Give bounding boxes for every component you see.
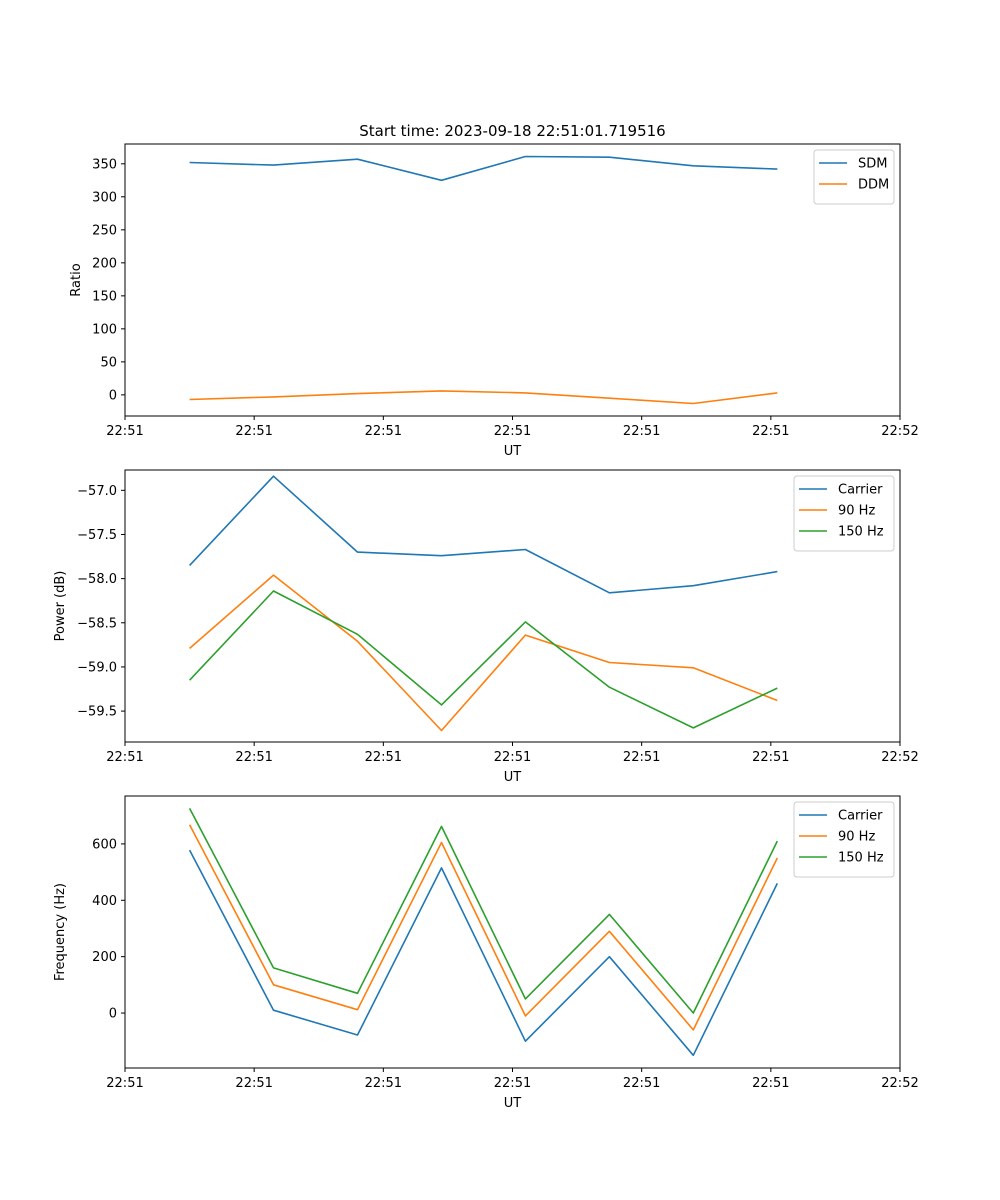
y-tick-label: −59.0 [77, 660, 117, 675]
x-tick-label: 22:51 [365, 1076, 402, 1091]
y-tick-label: 200 [92, 950, 117, 965]
y-tick-label: −58.5 [77, 616, 117, 631]
x-tick-label: 22:51 [365, 424, 402, 439]
y-tick-label: 250 [92, 223, 117, 238]
y-tick-label: −57.5 [77, 528, 117, 543]
panel-1: 22:51 22:51 22:51 22:51 22:51 22:51 22:52 0 50 10… [69, 143, 919, 459]
x-tick-label: 22:51 [365, 750, 402, 765]
x-tick-label: 22:51 [494, 424, 531, 439]
x-tick-label: 22:51 [235, 424, 272, 439]
x-axis-label: UT [504, 770, 522, 785]
x-tick-label: 22:51 [235, 1076, 272, 1091]
x-tick-label: 22:51 [235, 750, 272, 765]
legend: Carrier 90 Hz 150 Hz [793, 475, 895, 552]
y-axis-label: Ratio [69, 263, 84, 296]
x-tick-label: 22:51 [106, 424, 143, 439]
x-tick-label: 22:51 [623, 1076, 660, 1091]
x-axis-label: UT [504, 1096, 522, 1111]
y-tick-label: 200 [92, 256, 117, 271]
series-line-carrier [188, 849, 779, 1057]
y-tick-label: 400 [92, 894, 117, 909]
panel-2: 22:51 22:51 22:51 22:51 22:51 22:51 22:52 −59.5… [53, 469, 919, 785]
legend-entry: DDM [858, 178, 889, 193]
series-line-carrier [189, 475, 778, 594]
x-axis-label: UT [504, 444, 522, 459]
plot-frame [124, 143, 901, 417]
y-tick-label: 100 [92, 322, 117, 337]
panel-3: 22:51 22:51 22:51 22:51 22:51 22:51 22:52 0 200 4… [53, 795, 919, 1111]
x-tick-label: 22:52 [881, 750, 918, 765]
legend: SDM DDM [813, 149, 895, 205]
legend-box [793, 475, 895, 552]
x-tick-label: 22:52 [881, 424, 918, 439]
x-tick-label: 22:51 [106, 1076, 143, 1091]
y-tick-label: 50 [100, 355, 117, 370]
x-tick-label: 22:51 [494, 750, 531, 765]
legend-entry: Carrier [838, 483, 883, 498]
x-tick-label: 22:52 [881, 1076, 918, 1091]
y-tick-label: −59.5 [77, 705, 117, 720]
panels: 22:51 22:51 22:51 22:51 22:51 22:51 22:52 0 50 10… [53, 143, 919, 1111]
y-tick-label: −57.0 [77, 484, 117, 499]
x-tick-label: 22:51 [623, 424, 660, 439]
series-line-90-hz [189, 574, 778, 732]
x-tick-label: 22:51 [623, 750, 660, 765]
x-tick-label: 22:51 [752, 1076, 789, 1091]
legend-entry: Carrier [838, 809, 883, 824]
series-line-150-hz [188, 808, 779, 1014]
x-tick-label: 22:51 [752, 424, 789, 439]
series-line-150-hz [189, 590, 778, 729]
y-tick-label: 350 [92, 157, 117, 172]
plot-frame [124, 469, 901, 743]
legend: Carrier 90 Hz 150 Hz [793, 801, 895, 878]
y-tick-label: 600 [92, 837, 117, 852]
series-line-sdm [189, 155, 778, 182]
y-axis-label: Frequency (Hz) [53, 883, 68, 981]
legend-box [793, 801, 895, 878]
legend-entry: 90 Hz [838, 504, 875, 519]
plot-frame [124, 795, 901, 1069]
x-tick-label: 22:51 [494, 1076, 531, 1091]
x-tick-label: 22:51 [106, 750, 143, 765]
y-tick-label: 150 [92, 289, 117, 304]
legend-entry: SDM [858, 157, 887, 172]
y-tick-label: 0 [109, 1007, 117, 1022]
series-line-90-hz [188, 824, 779, 1031]
series-line-ddm [189, 390, 778, 405]
legend-entry: 90 Hz [838, 830, 875, 845]
chart-title: Start time: 2023-09-18 22:51:01.719516 [359, 122, 665, 140]
legend-entry: 150 Hz [838, 525, 884, 540]
y-axis-label: Power (dB) [53, 571, 68, 642]
legend-entry: 150 Hz [838, 851, 884, 866]
x-tick-label: 22:51 [752, 750, 789, 765]
y-tick-label: −58.0 [77, 572, 117, 587]
y-tick-label: 300 [92, 190, 117, 205]
y-tick-label: 0 [109, 388, 117, 403]
